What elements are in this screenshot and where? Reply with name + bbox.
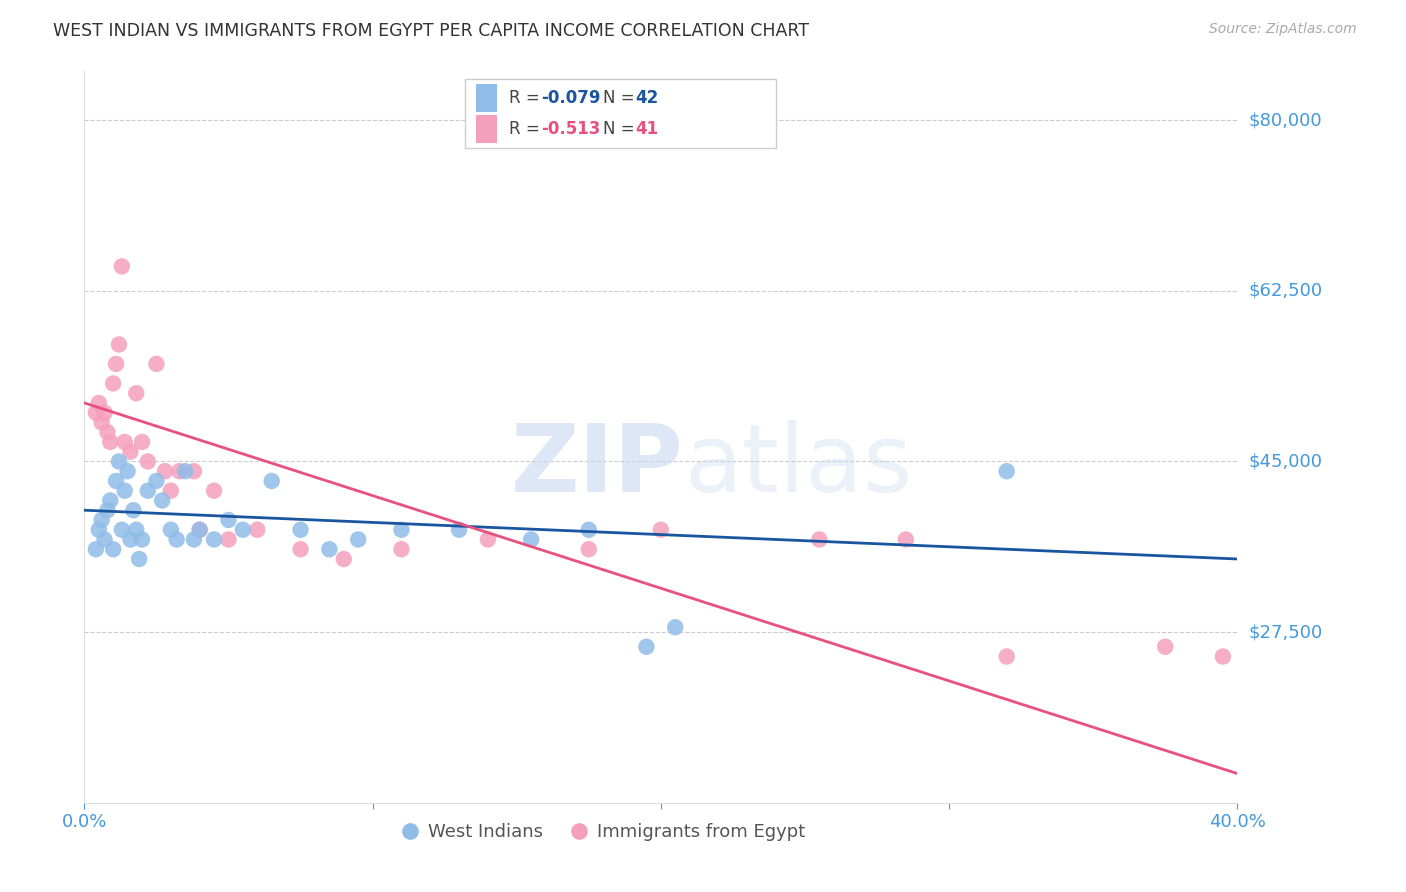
Bar (465, 78, 776, 148)
Point (84, 406, 107, 420)
Point (449, 523, 471, 537)
Point (136, 483, 159, 498)
Point (108, 454, 131, 468)
Point (87, 523, 110, 537)
Point (664, 620, 686, 634)
Text: -0.513: -0.513 (541, 120, 600, 137)
Point (114, 434, 136, 449)
Point (202, 483, 225, 498)
Point (160, 483, 183, 498)
Text: N =: N = (603, 120, 640, 137)
Point (808, 533, 831, 547)
Point (90, 416, 112, 430)
Point (169, 464, 191, 478)
Point (520, 533, 543, 547)
Point (93, 533, 115, 547)
Text: WEST INDIAN VS IMMIGRANTS FROM EGYPT PER CAPITA INCOME CORRELATION CHART: WEST INDIAN VS IMMIGRANTS FROM EGYPT PER… (53, 22, 810, 40)
Point (87, 396, 110, 410)
Point (153, 464, 176, 478)
Text: ZIP: ZIP (510, 420, 683, 512)
Point (145, 474, 167, 488)
Point (131, 434, 153, 449)
Point (122, 503, 145, 517)
Point (391, 523, 413, 537)
Text: 41: 41 (636, 120, 658, 137)
Text: R =: R = (509, 89, 544, 107)
Point (145, 357, 167, 371)
Point (1154, 640, 1177, 654)
Text: $80,000: $80,000 (1249, 112, 1322, 129)
Point (333, 552, 356, 566)
Point (894, 533, 917, 547)
Point (114, 483, 136, 498)
Point (578, 523, 600, 537)
Point (120, 533, 142, 547)
Point (183, 464, 205, 478)
Point (391, 542, 413, 557)
Point (105, 474, 128, 488)
Point (183, 533, 205, 547)
Point (125, 386, 148, 401)
Point (111, 260, 134, 274)
Point (98, 493, 121, 508)
Point (260, 474, 283, 488)
Point (117, 464, 139, 478)
Point (218, 513, 240, 527)
Point (96, 425, 118, 440)
Point (347, 533, 370, 547)
Point (290, 523, 312, 537)
Point (166, 533, 188, 547)
Legend: West Indians, Immigrants from Egypt: West Indians, Immigrants from Egypt (394, 816, 813, 848)
Point (90, 513, 112, 527)
Point (96, 503, 118, 517)
Point (188, 523, 211, 537)
Point (108, 337, 131, 351)
Bar (477, 115, 498, 143)
Point (246, 523, 269, 537)
Point (125, 523, 148, 537)
Point (578, 542, 600, 557)
Text: -0.079: -0.079 (541, 89, 600, 107)
Point (103, 542, 124, 557)
Point (84, 542, 107, 557)
Point (995, 649, 1018, 664)
Text: $27,500: $27,500 (1249, 624, 1323, 641)
Point (98, 434, 121, 449)
Text: atlas: atlas (683, 420, 912, 512)
Text: 42: 42 (636, 89, 658, 107)
Point (188, 523, 211, 537)
Point (1212, 649, 1234, 664)
Bar (477, 84, 498, 112)
Point (477, 533, 499, 547)
Text: N =: N = (603, 89, 640, 107)
Point (318, 542, 340, 557)
Text: $45,000: $45,000 (1249, 452, 1323, 470)
Point (995, 464, 1018, 478)
Point (120, 444, 142, 458)
Point (150, 493, 173, 508)
Point (232, 523, 254, 537)
Point (218, 533, 240, 547)
Point (202, 533, 225, 547)
Text: R =: R = (509, 120, 550, 137)
Text: Source: ZipAtlas.com: Source: ZipAtlas.com (1209, 22, 1357, 37)
Point (105, 357, 128, 371)
Point (636, 640, 658, 654)
Point (131, 533, 153, 547)
Point (93, 406, 115, 420)
Point (650, 523, 672, 537)
Point (128, 552, 150, 566)
Point (290, 542, 312, 557)
Text: $62,500: $62,500 (1249, 282, 1323, 300)
Point (136, 454, 159, 468)
Point (103, 376, 124, 391)
Point (174, 464, 197, 478)
Point (160, 523, 183, 537)
Point (111, 523, 134, 537)
